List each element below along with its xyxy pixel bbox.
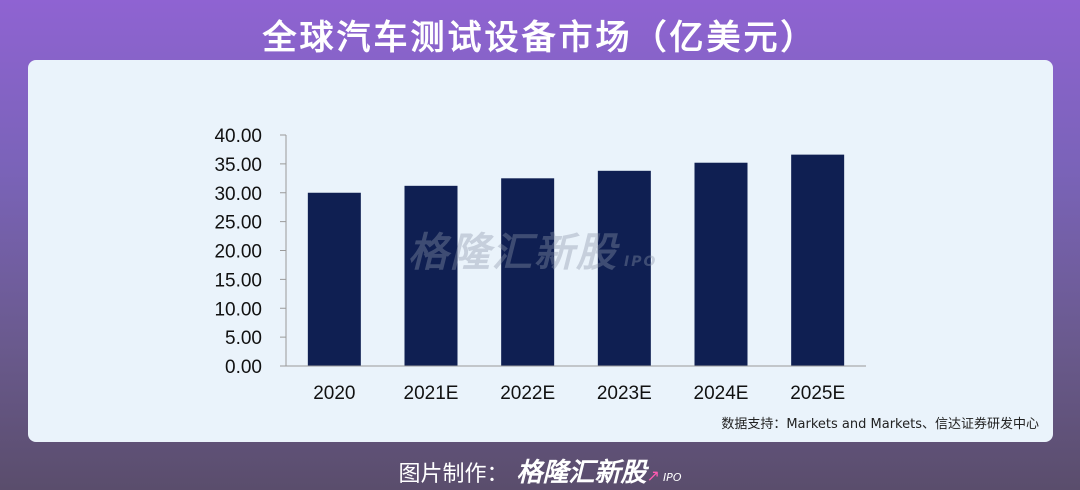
footer-suffix: IPO <box>662 471 682 484</box>
x-tick-label: 2023E <box>597 383 652 404</box>
bar-2024e <box>694 162 748 366</box>
y-tick-label: 35.00 <box>214 155 262 176</box>
bar-2021e <box>404 185 458 366</box>
x-tick-label: 2025E <box>790 383 845 404</box>
bar-chart: 0.00 5.00 10.00 15.00 20.00 25.00 30.00 35.00 40… <box>214 126 866 404</box>
bar-2025e <box>791 154 845 366</box>
y-tick-label: 20.00 <box>214 242 262 263</box>
bars <box>307 154 845 366</box>
y-tick-label: 5.00 <box>225 328 262 349</box>
x-tick-label: 2022E <box>500 383 555 404</box>
x-axis: 2020 2021E 2022E 2023E 2024E 2025E <box>286 365 866 404</box>
y-tick-label: 0.00 <box>225 357 262 378</box>
x-tick-label: 2020 <box>313 383 355 404</box>
y-tick-label: 40.00 <box>214 126 262 147</box>
bar-2020 <box>307 192 361 366</box>
watermark-suffix: IPO <box>624 254 658 270</box>
y-tick-label: 15.00 <box>214 270 262 291</box>
chart-card: 0.00 5.00 10.00 15.00 20.00 25.00 30.00 35.00 40… <box>28 60 1053 442</box>
bar-2022e <box>501 178 555 366</box>
y-tick-label: 30.00 <box>214 184 262 205</box>
watermark-logo: 格隆汇新股 IPO <box>408 220 657 278</box>
y-tick-label: 25.00 <box>214 213 262 234</box>
footer-label: 图片制作： <box>398 462 509 487</box>
trend-arrow-icon: ↗ <box>646 466 660 485</box>
y-tick-label: 10.00 <box>214 299 262 320</box>
bar-2023e <box>597 170 651 366</box>
x-tick-label: 2021E <box>404 383 459 404</box>
x-tick-label: 2024E <box>694 383 749 404</box>
footer-brand: 格隆汇新股 <box>516 458 647 488</box>
chart-title: 全球汽车测试设备市场（亿美元） <box>262 18 818 58</box>
footer-credit: 图片制作： 格隆汇新股↗ IPO <box>0 452 1080 489</box>
watermark-text: 格隆汇新股 <box>408 230 618 276</box>
y-axis: 0.00 5.00 10.00 15.00 20.00 25.00 30.00 35.00 40… <box>214 126 287 378</box>
source-note: 数据支持：Markets and Markets、信达证券研发中心 <box>721 417 1039 432</box>
